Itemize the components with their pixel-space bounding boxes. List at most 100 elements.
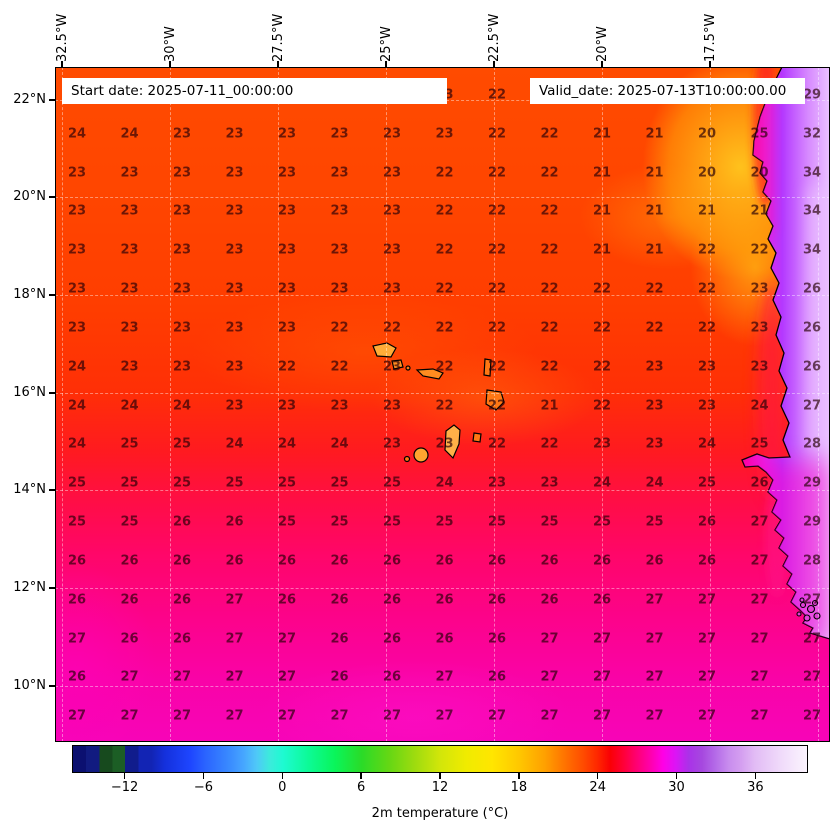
lat-tick: [49, 392, 55, 394]
grid-value: 24: [120, 398, 139, 414]
grid-value: 27: [645, 669, 664, 685]
grid-value: 27: [277, 669, 297, 685]
grid-value: 27: [645, 708, 664, 724]
colorbar-tick-label: 30: [668, 780, 685, 795]
colorbar-tick-label: 12: [431, 780, 449, 795]
gridline-latitude: [55, 588, 830, 589]
grid-value: 23: [750, 281, 769, 297]
grid-value: 27: [750, 631, 769, 647]
grid-value: 23: [67, 242, 87, 258]
grid-value: 22: [435, 165, 454, 181]
grid-value: 25: [750, 436, 769, 452]
grid-value: 20: [750, 165, 769, 181]
grid-value: 26: [382, 553, 402, 569]
grid-value: 26: [172, 514, 192, 530]
grid-value: 23: [697, 359, 717, 375]
grid-value: 25: [120, 514, 139, 530]
grid-value: 23: [645, 436, 664, 452]
lat-tick-label: 10°N: [13, 678, 46, 693]
grid-value: 22: [330, 320, 349, 336]
grid-value: 27: [750, 592, 769, 608]
island-santiago: [444, 424, 461, 460]
grid-value: 25: [330, 514, 349, 530]
grid-value: 26: [487, 669, 507, 685]
lon-tick: [493, 61, 495, 67]
grid-value: 26: [697, 553, 717, 569]
grid-value: 23: [277, 398, 297, 414]
grid-value: 26: [697, 514, 717, 530]
lon-tick: [169, 61, 171, 67]
grid-value: 28: [802, 553, 822, 569]
grid-value: 22: [435, 320, 454, 336]
grid-value: 23: [750, 320, 769, 336]
grid-value: 23: [382, 165, 402, 181]
grid-value: 25: [435, 514, 454, 530]
gridline-longitude: [278, 67, 279, 742]
land-pale-band-overlay: [807, 187, 830, 447]
grid-value: 22: [645, 281, 664, 297]
grid-value: 23: [435, 436, 454, 452]
grid-value: 26: [435, 553, 454, 569]
colorbar-tick-label: 18: [510, 780, 528, 795]
gridline-latitude: [55, 197, 830, 198]
grid-value: 25: [330, 475, 349, 491]
grid-value: 26: [487, 631, 507, 647]
grid-value: 23: [120, 242, 139, 258]
colorbar-tick-label: 36: [747, 780, 764, 795]
grid-value: 21: [645, 126, 664, 142]
grid-value: 26: [435, 631, 454, 647]
grid-value: 23: [277, 281, 297, 297]
grid-value: 26: [225, 553, 244, 569]
grid-value: 27: [802, 592, 822, 608]
grid-value: 27: [435, 669, 454, 685]
grid-value: 25: [172, 436, 192, 452]
cape-verde-islands: [372, 342, 505, 463]
grid-value: 21: [592, 203, 612, 219]
grid-value: 23: [172, 281, 192, 297]
grid-value: 23: [330, 126, 349, 142]
grid-value: 23: [120, 320, 139, 336]
grid-value: 27: [802, 669, 822, 685]
grid-value: 34: [802, 242, 822, 258]
map-panel: 24 24 24 24 23 23 23 23 22 22 22 21 21 20 29 24 24 23 23 23…: [55, 67, 830, 742]
island-brava: [403, 455, 411, 463]
bijagos-islands: [796, 597, 821, 622]
grid-value: 27: [225, 592, 244, 608]
island-sao-vicente: [391, 359, 404, 370]
grid-value: 23: [225, 398, 244, 414]
grid-value: 22: [540, 126, 559, 142]
grid-value: 22: [382, 320, 402, 336]
grid-value: 21: [592, 242, 612, 258]
grid-value: 26: [330, 631, 349, 647]
grid-value: 22: [330, 359, 349, 375]
grid-value: 23: [120, 165, 139, 181]
grid-value: 23: [277, 126, 297, 142]
island-sao-nicolau: [415, 368, 444, 380]
grid-value: 23: [645, 398, 664, 414]
grid-value: 34: [802, 165, 822, 181]
grid-value: 23: [382, 436, 402, 452]
grid-value: 27: [592, 631, 612, 647]
grid-value: 23: [382, 203, 402, 219]
grid-value: 27: [120, 708, 139, 724]
island-maio: [472, 432, 482, 443]
grid-value: 22: [540, 359, 559, 375]
grid-value: 22: [435, 398, 454, 414]
lat-tick: [49, 99, 55, 101]
grid-value: 27: [592, 708, 612, 724]
grid-value: 23: [382, 359, 402, 375]
grid-value: 26: [592, 553, 612, 569]
grid-value: 21: [592, 126, 612, 142]
grid-value: 22: [540, 320, 559, 336]
lat-tick-label: 16°N: [13, 385, 46, 400]
grid-value: 25: [487, 514, 507, 530]
grid-value: 29: [802, 87, 822, 103]
grid-value: 23: [67, 203, 87, 219]
grid-value: 23: [225, 242, 244, 258]
lon-tick-label: 22.5°W: [487, 13, 502, 62]
grid-value: 22: [487, 203, 507, 219]
grid-value: 23: [172, 242, 192, 258]
grid-value: 26: [487, 592, 507, 608]
grid-value: 23: [435, 126, 454, 142]
